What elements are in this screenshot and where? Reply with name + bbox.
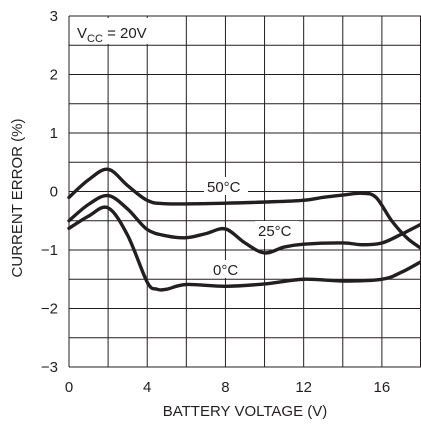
curve-0c <box>67 205 421 292</box>
series-label-25c-background <box>255 221 299 239</box>
y-tick-label: 0 <box>50 184 58 201</box>
annotation-background <box>70 18 152 44</box>
series-label-50c-background <box>204 177 248 195</box>
y-tick-label: 1 <box>50 125 58 142</box>
y-tick-labels: 3 2 1 0 −1 −2 −3 <box>41 8 58 376</box>
x-tick-label: 12 <box>295 379 312 396</box>
x-tick-label: 4 <box>143 379 151 396</box>
annotation-prefix: V <box>77 25 87 42</box>
annotation-suffix: = 20V <box>103 25 147 42</box>
y-tick-label: −3 <box>41 359 58 376</box>
series-label-0c-background <box>210 260 244 278</box>
curve-25c <box>67 193 421 255</box>
annotation-subscript: CC <box>87 33 103 45</box>
x-tick-label: 0 <box>65 379 73 396</box>
y-axis-title: CURRENT ERROR (%) <box>9 119 26 278</box>
series-labels: 50°C 25°C 0°C <box>204 177 299 279</box>
y-tick-label: 2 <box>50 67 58 84</box>
curve-50c <box>67 167 421 250</box>
series-label-25c: 25°C <box>258 223 292 240</box>
x-tick-label: 16 <box>374 379 391 396</box>
y-tick-label: 3 <box>50 8 58 25</box>
x-tick-labels: 0 4 8 12 16 <box>65 379 390 396</box>
x-axis-title: BATTERY VOLTAGE (V) <box>163 403 327 420</box>
annotation-box: VCC = 20V <box>70 18 152 45</box>
y-tick-label: −1 <box>41 242 58 259</box>
y-tick-label: −2 <box>41 301 58 318</box>
x-tick-label: 8 <box>221 379 229 396</box>
annotation-text: VCC = 20V <box>77 25 147 45</box>
series-label-0c: 0°C <box>213 262 238 279</box>
series-label-50c: 50°C <box>207 179 241 196</box>
curves <box>67 167 421 292</box>
